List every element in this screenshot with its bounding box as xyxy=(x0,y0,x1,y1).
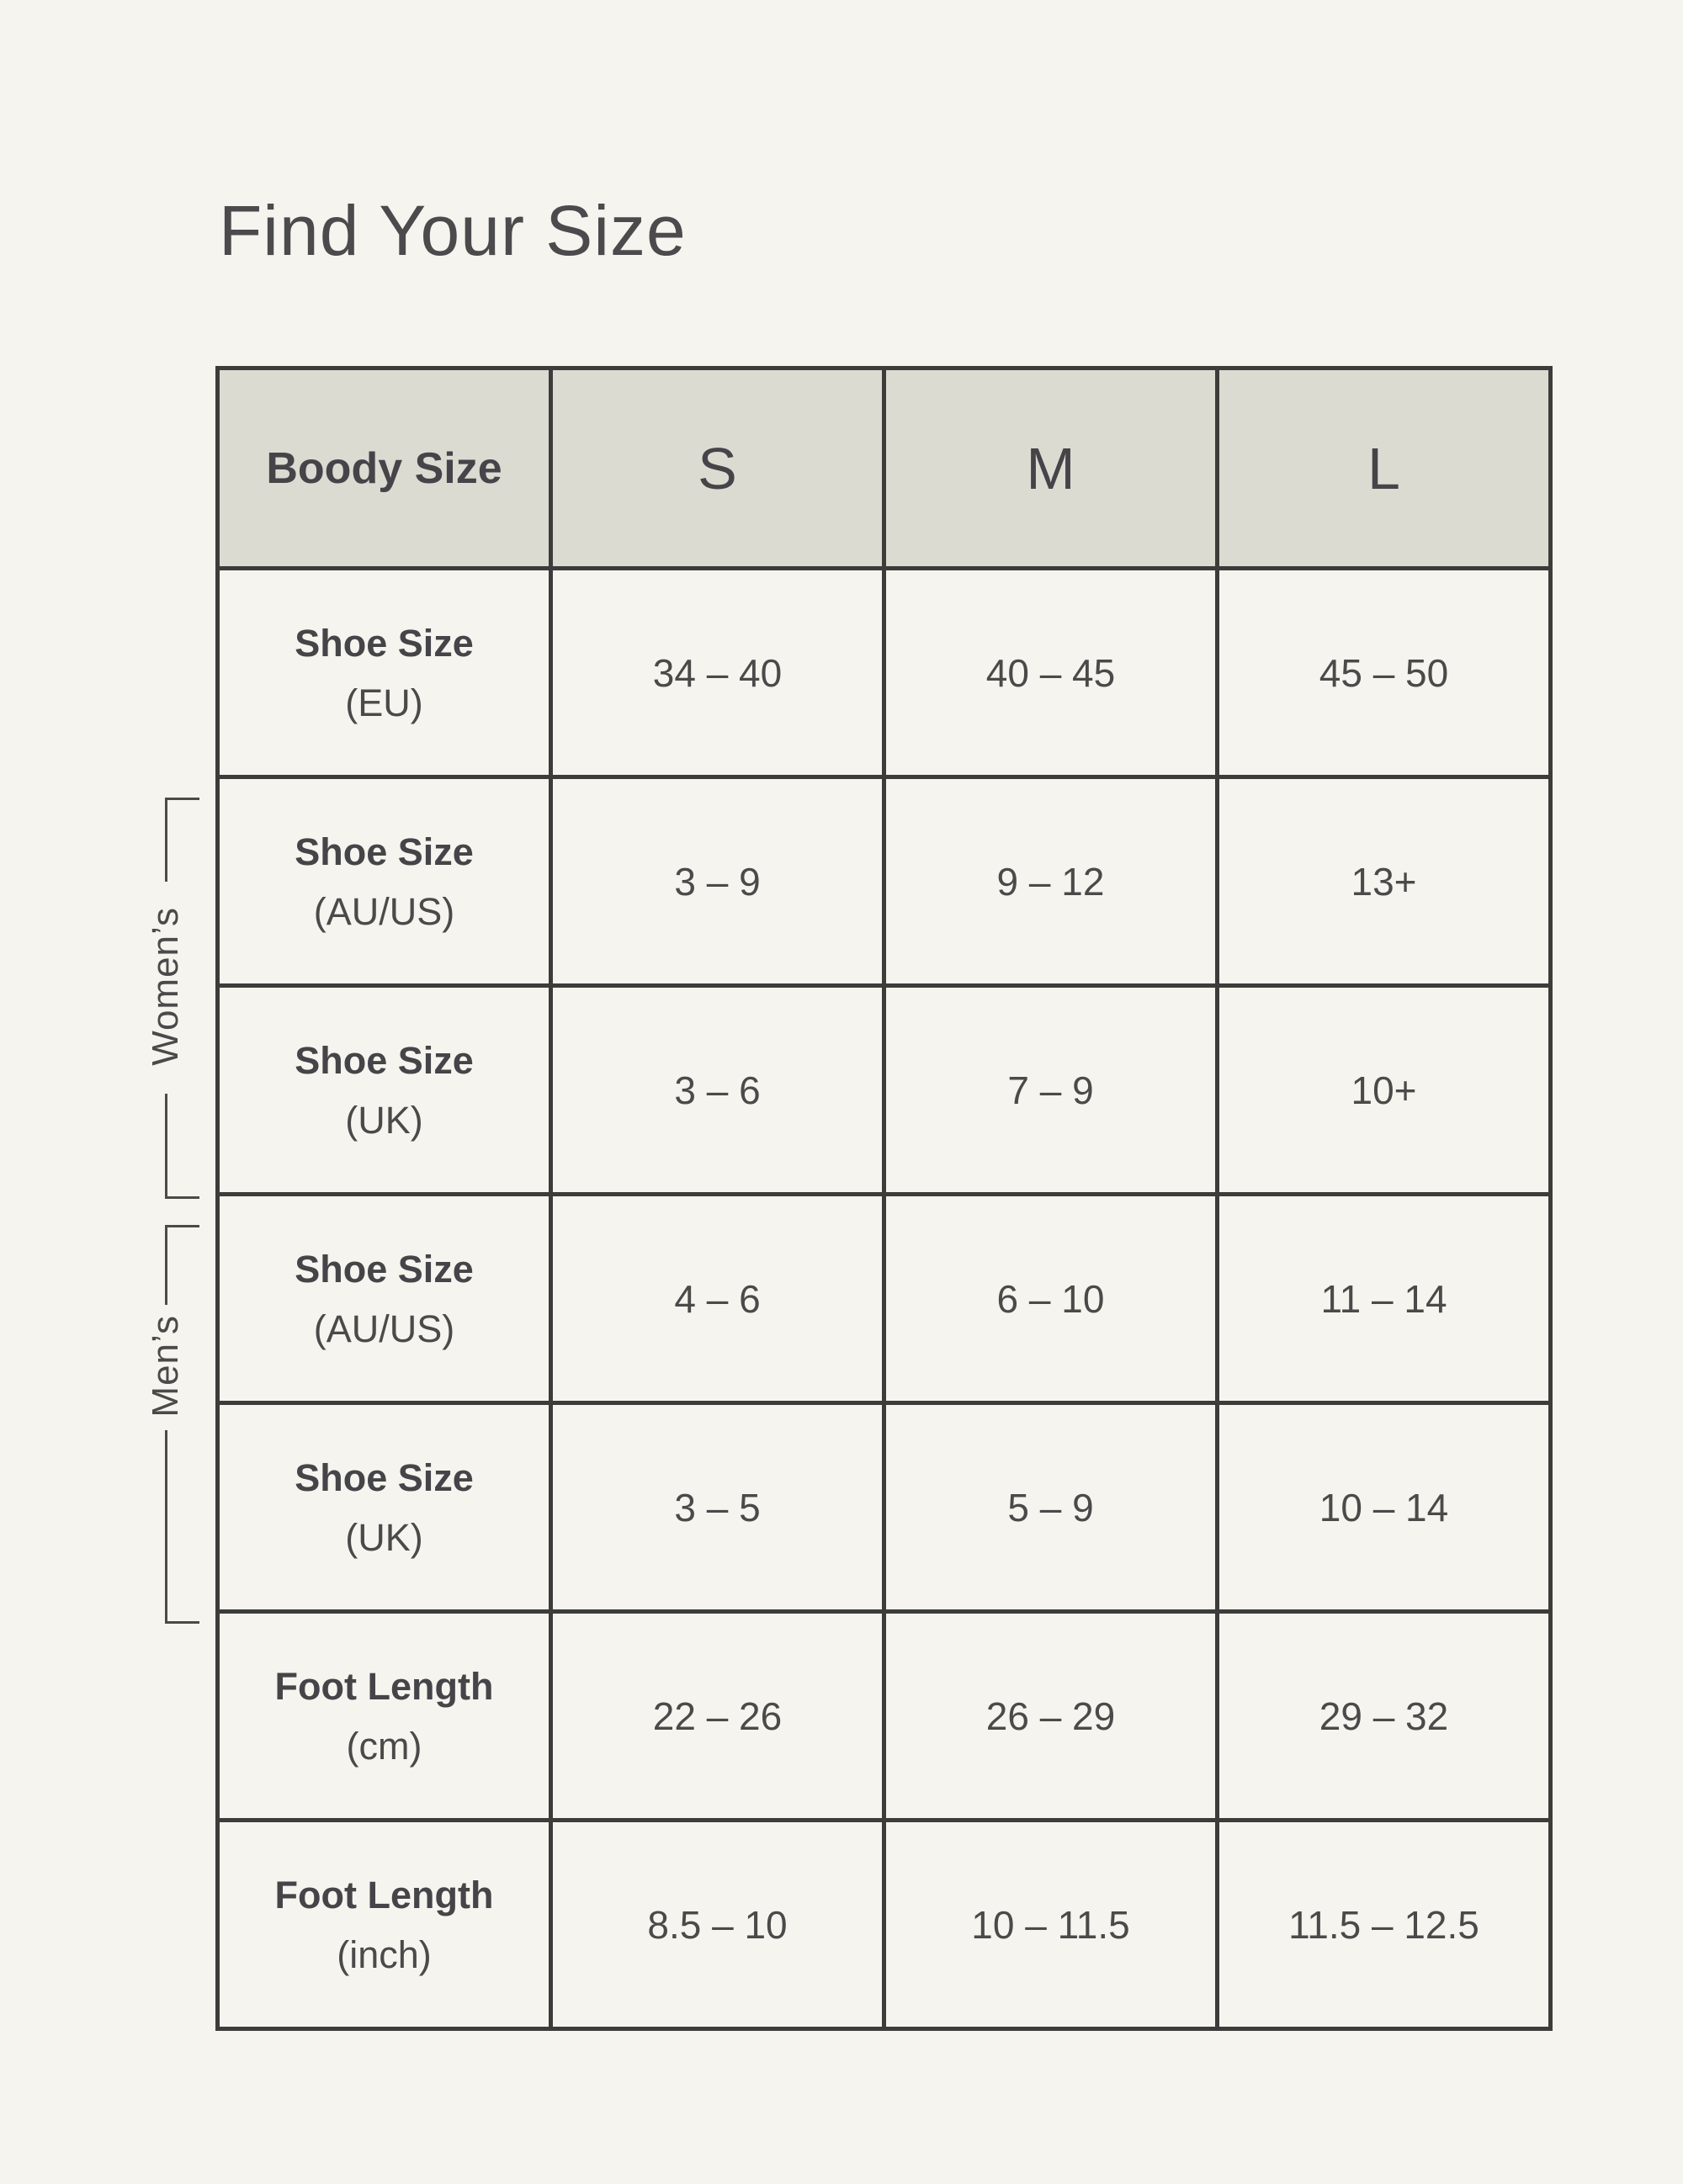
cell-value: 45 – 50 xyxy=(1215,566,1553,779)
womens-bracket-bottom-segment xyxy=(165,1094,199,1199)
cell-value: 3 – 5 xyxy=(549,1401,886,1614)
table-row-foot-length-cm: Foot Length (cm) 22 – 26 26 – 29 29 – 32 xyxy=(215,1609,1553,1822)
cell-value: 6 – 10 xyxy=(882,1192,1219,1405)
table-body: Shoe Size (EU) 34 – 40 40 – 45 45 – 50 S… xyxy=(215,566,1553,2031)
cell-value: 4 – 6 xyxy=(549,1192,886,1405)
table-row-shoe-eu: Shoe Size (EU) 34 – 40 40 – 45 45 – 50 xyxy=(215,566,1553,779)
cell-value: 9 – 12 xyxy=(882,775,1219,988)
row-label: Foot Length xyxy=(274,1873,494,1916)
header-size-m: M xyxy=(882,366,1219,570)
row-label: Shoe Size xyxy=(295,621,474,665)
row-header: Foot Length (cm) xyxy=(215,1609,553,1822)
row-header: Shoe Size (AU/US) xyxy=(215,1192,553,1405)
row-label: Shoe Size xyxy=(295,830,474,873)
cell-value: 10 – 14 xyxy=(1215,1401,1553,1614)
mens-group-label: Men’s xyxy=(133,1302,199,1430)
cell-value: 34 – 40 xyxy=(549,566,886,779)
cell-value: 3 – 9 xyxy=(549,775,886,988)
page-title: Find Your Size xyxy=(219,191,687,271)
row-unit: (UK) xyxy=(345,1515,423,1559)
mens-bracket-bottom-segment xyxy=(165,1430,199,1624)
table-row-shoe-auus-mens: Shoe Size (AU/US) 4 – 6 6 – 10 11 – 14 xyxy=(215,1192,1553,1405)
cell-value: 11 – 14 xyxy=(1215,1192,1553,1405)
row-label: Shoe Size xyxy=(295,1038,474,1082)
cell-value: 22 – 26 xyxy=(549,1609,886,1822)
cell-value: 10+ xyxy=(1215,983,1553,1196)
cell-value: 10 – 11.5 xyxy=(882,1818,1219,2031)
cell-value: 7 – 9 xyxy=(882,983,1219,1196)
row-unit: (EU) xyxy=(345,681,423,724)
table-row-shoe-auus-womens: Shoe Size (AU/US) 3 – 9 9 – 12 13+ xyxy=(215,775,1553,988)
womens-bracket-top-segment xyxy=(165,798,199,882)
row-label: Foot Length xyxy=(274,1664,494,1708)
mens-bracket-top-segment xyxy=(165,1225,199,1305)
row-label: Shoe Size xyxy=(295,1455,474,1499)
header-size-s: S xyxy=(549,366,886,570)
row-label: Shoe Size xyxy=(295,1247,474,1291)
row-unit: (UK) xyxy=(345,1098,423,1142)
cell-value: 29 – 32 xyxy=(1215,1609,1553,1822)
table-row-foot-length-inch: Foot Length (inch) 8.5 – 10 10 – 11.5 11… xyxy=(215,1818,1553,2031)
row-unit: (inch) xyxy=(337,1932,432,1976)
header-boody-size: Boody Size xyxy=(215,366,553,570)
row-header: Foot Length (inch) xyxy=(215,1818,553,2031)
womens-group-label-text: Women’s xyxy=(145,907,186,1066)
row-unit: (cm) xyxy=(346,1724,422,1768)
cell-value: 3 – 6 xyxy=(549,983,886,1196)
row-header: Shoe Size (UK) xyxy=(215,1401,553,1614)
cell-value: 40 – 45 xyxy=(882,566,1219,779)
womens-group-label: Women’s xyxy=(133,879,199,1094)
header-size-l: L xyxy=(1215,366,1553,570)
cell-value: 5 – 9 xyxy=(882,1401,1219,1614)
size-chart-table: Boody Size S M L Shoe Size (EU) 34 – 40 … xyxy=(215,366,1553,2031)
row-header: Shoe Size (EU) xyxy=(215,566,553,779)
cell-value: 11.5 – 12.5 xyxy=(1215,1818,1553,2031)
cell-value: 13+ xyxy=(1215,775,1553,988)
header-row: Boody Size S M L xyxy=(215,366,1553,570)
row-header: Shoe Size (UK) xyxy=(215,983,553,1196)
table-row-shoe-uk-womens: Shoe Size (UK) 3 – 6 7 – 9 10+ xyxy=(215,983,1553,1196)
mens-group-label-text: Men’s xyxy=(145,1315,186,1418)
row-unit: (AU/US) xyxy=(313,1307,455,1350)
row-header: Shoe Size (AU/US) xyxy=(215,775,553,988)
cell-value: 8.5 – 10 xyxy=(549,1818,886,2031)
table-row-shoe-uk-mens: Shoe Size (UK) 3 – 5 5 – 9 10 – 14 xyxy=(215,1401,1553,1614)
table-header: Boody Size S M L xyxy=(215,366,1553,570)
row-unit: (AU/US) xyxy=(313,889,455,933)
cell-value: 26 – 29 xyxy=(882,1609,1219,1822)
